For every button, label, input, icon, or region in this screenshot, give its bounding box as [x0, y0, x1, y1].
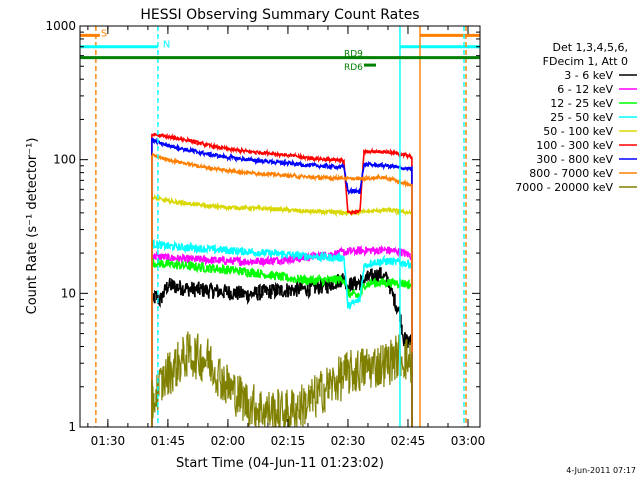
y-tick-label: 100 — [53, 153, 76, 167]
series-trace-9 — [151, 331, 413, 428]
x-tick-label: 01:30 — [91, 434, 126, 448]
time-marker-label-1: S — [101, 28, 107, 39]
y-axis-label: Count Rate (s⁻¹ detector⁻¹) — [25, 138, 40, 315]
legend-entry-label: 300 - 800 keV — [536, 153, 613, 166]
chart-title: HESSI Observing Summary Count Rates — [140, 7, 419, 23]
timestamp: 4-Jun-2011 07:17 — [566, 466, 636, 475]
y-tick-label: 1000 — [45, 19, 76, 33]
legend-header-line: FDecim 1, Att 0 — [543, 55, 628, 68]
x-axis-label: Start Time (04-Jun-11 01:23:02) — [176, 456, 384, 471]
legend-entry-label: 800 - 7000 keV — [529, 167, 613, 180]
legend-entry-label: 12 - 25 keV — [550, 97, 613, 110]
legend-entry-label: 6 - 12 keV — [557, 83, 613, 96]
series-trace-4 — [151, 239, 413, 428]
plot-frame — [79, 25, 481, 428]
mode-bar-label-2: RD6 — [344, 63, 363, 73]
series-trace-6 — [151, 132, 413, 428]
legend-entry-label: 100 - 300 keV — [536, 139, 613, 152]
series-trace-3 — [151, 258, 413, 428]
x-tick-label: 03:00 — [451, 434, 486, 448]
legend-header-line: Det 1,3,4,5,6, — [552, 41, 628, 54]
x-tick-label: 02:30 — [331, 434, 366, 448]
legend-entry-label: 50 - 100 keV — [543, 125, 613, 138]
markers-layer: S N RD9 RD6 — [80, 26, 480, 427]
y-tick-label: 10 — [61, 286, 76, 300]
x-tick-label: 02:45 — [391, 434, 426, 448]
axes-layer: 1 10 100 1000 01:30 01:45 02:00 02:15 02:30 02:45… — [45, 19, 485, 448]
traces-layer — [151, 132, 413, 428]
time-marker-label-2: N — [163, 40, 170, 51]
legend-entry-label: 25 - 50 keV — [550, 111, 613, 124]
legend-entry-label: 7000 - 20000 keV — [515, 181, 613, 194]
y-tick-label: 1 — [68, 420, 76, 434]
series-trace-8 — [151, 152, 413, 428]
series-trace-7 — [151, 137, 413, 428]
mode-bar-label-1: RD9 — [344, 50, 363, 60]
x-tick-label: 02:15 — [271, 434, 306, 448]
series-trace-5 — [151, 193, 413, 428]
legend: Det 1,3,4,5,6,FDecim 1, Att 03 - 6 keV6 … — [515, 41, 637, 194]
x-tick-label: 01:45 — [151, 434, 186, 448]
legend-entry-label: 3 - 6 keV — [564, 69, 613, 82]
series-trace-2 — [151, 244, 413, 428]
x-tick-label: 02:00 — [211, 434, 246, 448]
series-trace-1 — [151, 267, 413, 428]
